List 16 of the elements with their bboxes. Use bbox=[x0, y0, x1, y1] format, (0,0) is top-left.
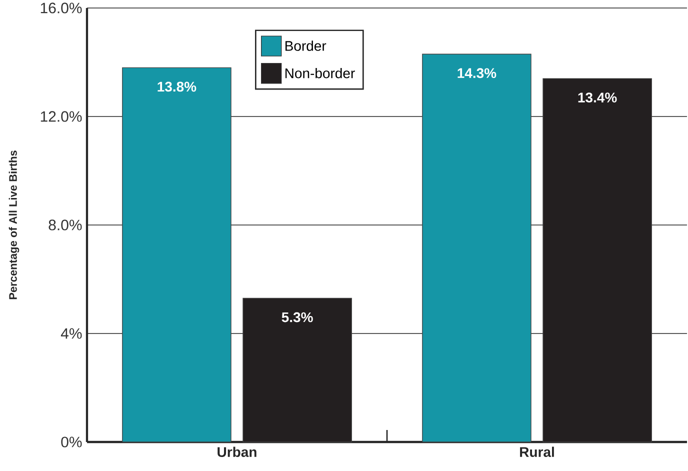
legend-label: Non-border bbox=[285, 68, 355, 78]
x-tick-label: Rural bbox=[520, 446, 554, 458]
bar bbox=[422, 54, 532, 442]
legend-label: Border bbox=[285, 40, 326, 51]
data-label: 13.8% bbox=[158, 82, 196, 92]
data-label: 5.3% bbox=[282, 312, 313, 322]
y-axis-title: Percentage of All Live Births bbox=[8, 150, 20, 300]
y-tick-label: 8.0% bbox=[48, 220, 82, 230]
bar bbox=[122, 67, 232, 442]
data-label: 14.3% bbox=[458, 68, 496, 78]
x-tick-label: Urban bbox=[218, 446, 256, 458]
y-tick-label: 12.0% bbox=[40, 111, 82, 122]
data-label: 13.4% bbox=[578, 92, 617, 103]
y-tick-label: 4% bbox=[60, 328, 82, 339]
y-tick-label: 0% bbox=[61, 436, 82, 448]
y-tick-label: 16.0% bbox=[40, 2, 82, 14]
